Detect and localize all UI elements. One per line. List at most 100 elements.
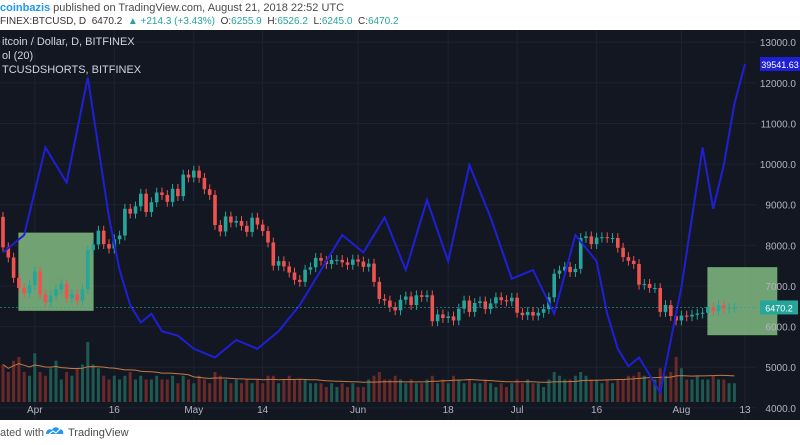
volume-bar (86, 342, 90, 402)
footer-brand[interactable]: TradingView (68, 427, 129, 439)
candle-body (276, 261, 281, 266)
candle-body (192, 170, 196, 178)
candle-body (149, 202, 154, 212)
candle-body (722, 305, 726, 309)
volume-bar (165, 379, 169, 402)
volume-bar (59, 379, 63, 402)
price-change: ▲ +214.3 (+3.43%) (127, 16, 216, 27)
shorts-value-label: 39541.63 (761, 60, 799, 70)
candle-body (170, 188, 175, 202)
volume-bar (393, 375, 397, 402)
candle-body (351, 259, 355, 265)
volume-bar (54, 360, 58, 402)
candle-body (282, 261, 286, 267)
x-tick-label: 16 (591, 405, 603, 416)
publish-text: published on TradingView.com, August 21,… (50, 2, 345, 14)
candle-body (658, 287, 662, 312)
volume-bar (520, 383, 524, 402)
volume-bar (589, 379, 593, 402)
candle-body (181, 174, 185, 197)
candle-body (250, 217, 254, 232)
ohlc-summary: FINEX:BTCUSD, D 6470.2 ▲ +214.3 (+3.43%)… (0, 16, 399, 27)
volume-bar (261, 383, 265, 402)
candle-body (366, 263, 371, 267)
candle-body (605, 237, 609, 239)
chart-area[interactable]: 4000.0 5000.0 6000.0 7000.0 8000.0 9000.0 1000… (0, 30, 800, 420)
candle-body (711, 307, 715, 312)
volume-bar (430, 375, 434, 402)
volume-bar (229, 383, 233, 402)
volume-bar (123, 375, 127, 402)
volume-bar (250, 383, 254, 402)
volume-bar (552, 372, 556, 402)
volume-bar (149, 379, 153, 402)
candle-body (223, 216, 228, 232)
volume-bar (224, 379, 228, 402)
candle-body (637, 264, 641, 285)
candle-body (213, 194, 217, 225)
candle-body (732, 307, 737, 309)
author-name[interactable]: coinbazis (0, 2, 51, 14)
volume-bar (473, 383, 477, 402)
candle-body (552, 273, 556, 298)
volume-bar (711, 375, 715, 402)
volume-bar (367, 379, 371, 402)
volume-bar (271, 375, 275, 402)
volume-bar (298, 379, 302, 402)
candle-body (557, 270, 562, 274)
candle-body (287, 266, 291, 273)
candle-body (446, 316, 450, 319)
volume-bar (600, 383, 604, 402)
volume-bar (452, 375, 455, 402)
candle-body (101, 230, 106, 245)
volume-bar (356, 387, 360, 402)
x-tick-label: Apr (27, 405, 43, 416)
candle-body (610, 238, 615, 239)
volume-bar (648, 379, 652, 402)
candle-body (266, 231, 270, 243)
candle-body (462, 300, 466, 309)
volume-bar (679, 368, 683, 402)
volume-bar (38, 372, 42, 402)
candle-body (43, 294, 48, 303)
close-label: C: (357, 16, 368, 27)
price-chart[interactable]: 4000.0 5000.0 6000.0 7000.0 8000.0 9000.0 1000… (0, 30, 800, 420)
candle-body (578, 238, 583, 269)
volume-bar (234, 379, 238, 402)
candle-body (340, 259, 344, 263)
volume-bar (277, 383, 281, 402)
volume-ma-line (2, 363, 735, 383)
candle-body (91, 244, 95, 251)
volume-bar (605, 379, 609, 402)
open-value: 6255.9 (231, 16, 262, 27)
candle-body (239, 220, 244, 226)
candle-body (298, 279, 302, 282)
candle-body (425, 295, 429, 297)
candle-body (589, 236, 594, 245)
candle-body (377, 281, 382, 299)
candle-body (308, 267, 313, 270)
shorts-line (2, 63, 746, 396)
volume-bar (722, 379, 726, 402)
volume-bar (690, 379, 694, 402)
volume-bar (112, 375, 116, 402)
open-label: O: (220, 16, 232, 27)
volume-bar (208, 383, 212, 402)
volume-bar (563, 379, 567, 402)
chart-header: coinbazis published on TradingView.com, … (0, 0, 800, 30)
legend-title: itcoin / Dollar, D, BITFINEX (2, 36, 135, 48)
candle-body (139, 193, 143, 207)
candle-body (419, 295, 424, 297)
volume-bar (462, 383, 466, 402)
y-tick-label: 11000.0 (761, 119, 797, 130)
low-label: L: (313, 16, 322, 27)
candle-body (716, 305, 721, 312)
volume-bar (96, 368, 100, 402)
volume-bar (335, 387, 339, 402)
candle-body (520, 312, 525, 316)
close-value: 6470.2 (367, 16, 399, 27)
candle-body (679, 315, 684, 321)
candle-body (663, 305, 668, 312)
volume-bar (176, 383, 180, 402)
candle-body (86, 250, 90, 290)
